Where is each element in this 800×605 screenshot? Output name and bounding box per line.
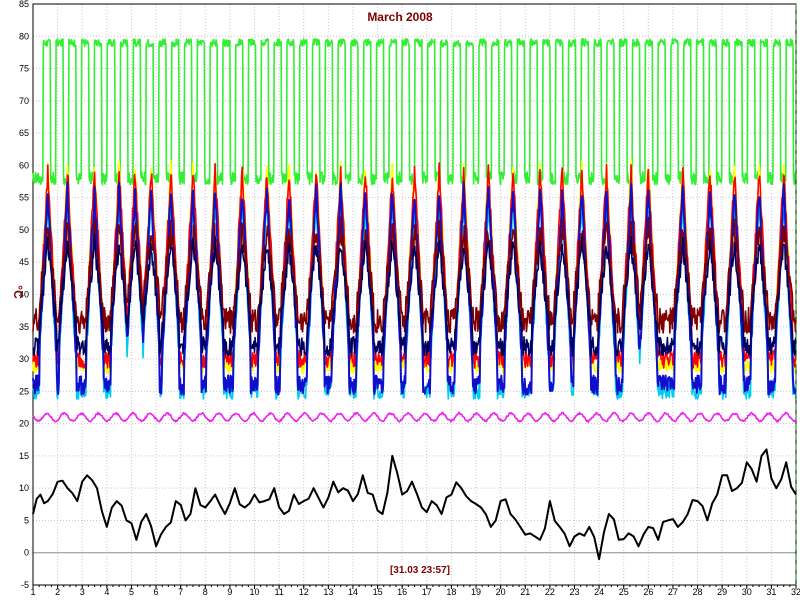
series-line-8	[32, 411, 797, 423]
x-tick-label: 5	[129, 587, 134, 597]
y-tick-label: 35	[19, 322, 29, 332]
x-tick-label: 24	[594, 587, 604, 597]
y-tick-label: 55	[19, 193, 29, 203]
y-tick-label: 25	[19, 386, 29, 396]
x-tick-label: 23	[569, 587, 579, 597]
x-tick-label: 16	[397, 587, 407, 597]
x-tick-label: 12	[299, 587, 309, 597]
y-tick-label: 70	[19, 96, 29, 106]
series-line-1	[32, 38, 797, 186]
y-tick-label: -5	[21, 580, 29, 590]
series-line-7	[32, 232, 797, 357]
x-tick-label: 17	[422, 587, 432, 597]
x-tick-label: 10	[250, 587, 260, 597]
series-line-9	[32, 448, 797, 561]
y-tick-label: 20	[19, 419, 29, 429]
x-tick-label: 9	[227, 587, 232, 597]
x-tick-label: 28	[693, 587, 703, 597]
x-tick-label: 32	[791, 587, 800, 597]
x-tick-label: 8	[203, 587, 208, 597]
x-tick-label: 13	[323, 587, 333, 597]
chart-title: March 2008	[367, 10, 433, 24]
series-line-5	[32, 181, 797, 396]
x-tick-label: 1	[30, 587, 35, 597]
x-tick-label: 7	[178, 587, 183, 597]
y-tick-label: 65	[19, 128, 29, 138]
y-tick-label: 40	[19, 290, 29, 300]
y-tick-label: 15	[19, 451, 29, 461]
y-axis-unit-label: °C	[11, 285, 25, 299]
y-tick-label: 10	[19, 483, 29, 493]
x-tick-label: 2	[55, 587, 60, 597]
x-tick-label: 25	[619, 587, 629, 597]
x-tick-label: 18	[446, 587, 456, 597]
y-tick-label: 0	[24, 548, 29, 558]
x-tick-label: 19	[471, 587, 481, 597]
series-layer	[32, 38, 797, 561]
x-tick-label: 11	[274, 587, 283, 597]
y-tick-label: 85	[19, 0, 29, 9]
x-tick-label: 21	[520, 587, 530, 597]
x-tick-label: 15	[373, 587, 383, 597]
y-tick-label: 5	[24, 515, 29, 525]
y-tick-label: 60	[19, 160, 29, 170]
x-tick-label: 22	[545, 587, 555, 597]
y-tick-label: 45	[19, 257, 29, 267]
y-tick-label: 50	[19, 225, 29, 235]
y-tick-label: 30	[19, 354, 29, 364]
x-tick-label: 20	[496, 587, 506, 597]
x-tick-label: 3	[80, 587, 85, 597]
x-tick-label: 31	[766, 587, 776, 597]
y-tick-label: 75	[19, 64, 29, 74]
y-tick-label: 80	[19, 31, 29, 41]
timestamp-label: [31.03 23:57]	[390, 565, 450, 576]
x-tick-label: 30	[742, 587, 752, 597]
x-tick-label: 14	[348, 587, 358, 597]
series-line-6	[32, 216, 797, 334]
x-tick-label: 4	[104, 587, 109, 597]
x-tick-label: 26	[643, 587, 653, 597]
x-tick-label: 6	[154, 587, 159, 597]
x-tick-label: 27	[668, 587, 678, 597]
x-tick-label: 29	[717, 587, 727, 597]
